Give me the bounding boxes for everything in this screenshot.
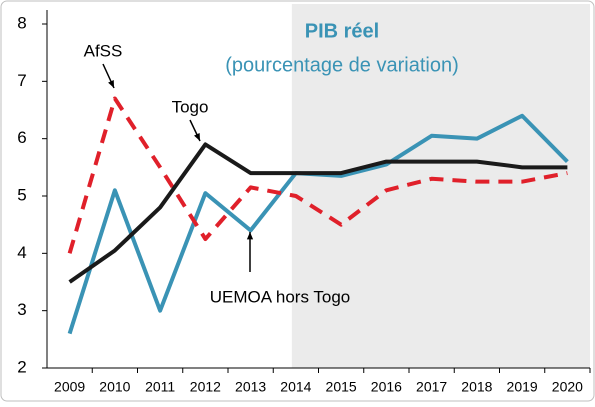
series-label: UEMOA hors Togo xyxy=(210,287,350,306)
y-tick-label: 4 xyxy=(17,243,26,262)
y-tick-label: 3 xyxy=(17,300,26,319)
series-line xyxy=(68,142,568,284)
arrow-head xyxy=(246,232,254,240)
y-tick-label: 8 xyxy=(17,13,26,32)
chart-title: PIB réel xyxy=(305,20,379,42)
x-tick-label: 2014 xyxy=(280,379,311,395)
y-tick-label: 6 xyxy=(17,128,26,147)
x-tick-label: 2018 xyxy=(461,379,492,395)
arrow-head xyxy=(108,80,114,88)
x-tick-label: 2019 xyxy=(507,379,538,395)
series-label: Togo xyxy=(172,97,209,116)
x-tick-label: 2010 xyxy=(99,379,130,395)
x-tick-label: 2013 xyxy=(235,379,266,395)
y-tick-label: 7 xyxy=(17,71,26,90)
forecast-shade xyxy=(291,4,590,368)
series-label: AfSS xyxy=(84,41,123,60)
x-tick-label: 2020 xyxy=(552,379,583,395)
y-tick-label: 5 xyxy=(17,185,26,204)
x-tick-label: 2015 xyxy=(326,379,357,395)
series-line xyxy=(67,96,568,254)
x-tick-label: 2011 xyxy=(145,379,175,395)
x-tick-label: 2009 xyxy=(54,379,85,395)
x-tick-label: 2012 xyxy=(190,379,221,395)
x-tick-label: 2016 xyxy=(371,379,402,395)
arrow-head xyxy=(194,133,200,141)
chart-subtitle: (pourcentage de variation) xyxy=(225,54,458,76)
x-tick-label: 2017 xyxy=(416,379,447,395)
y-tick-label: 2 xyxy=(17,357,26,376)
